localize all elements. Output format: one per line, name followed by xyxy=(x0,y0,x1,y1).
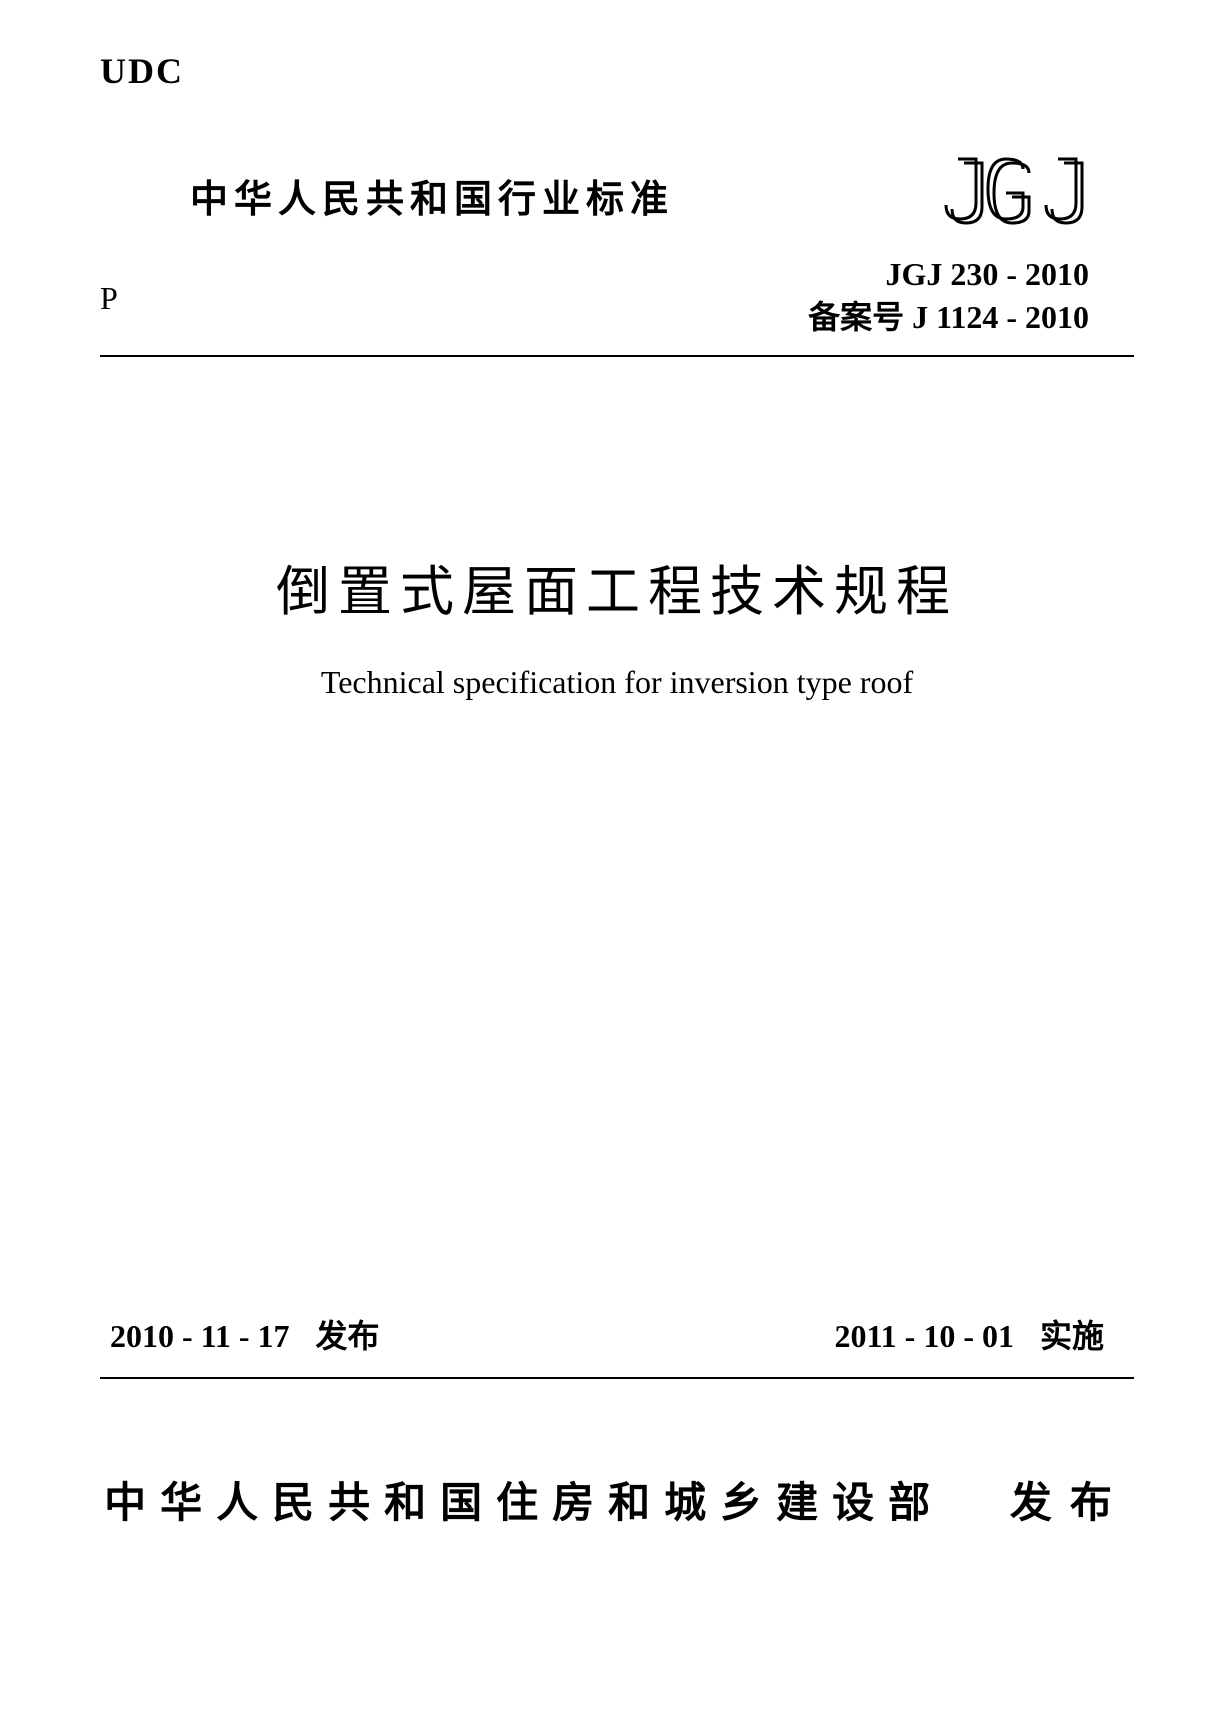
date-row: 2010 - 11 - 17 发布 2011 - 10 - 01 实施 xyxy=(100,1311,1134,1357)
header-row: 中华人民共和国行业标准 xyxy=(100,155,1134,235)
publisher-org: 中华人民共和国住房和城乡建设部 xyxy=(104,1479,944,1526)
sub-title-en: Technical specification for inversion ty… xyxy=(100,664,1134,701)
effective-label: 实施 xyxy=(1040,1318,1104,1354)
effective-date-block: 2011 - 10 - 01 实施 xyxy=(834,1311,1104,1357)
top-rule xyxy=(100,355,1134,357)
standard-code-1: JGJ 230 - 2010 xyxy=(100,253,1089,296)
publisher-action: 发布 xyxy=(1010,1479,1130,1526)
p-label: P xyxy=(100,280,118,317)
bottom-rule xyxy=(100,1377,1134,1379)
standard-code-block: JGJ 230 - 2010 备案号 J 1124 - 2010 xyxy=(100,253,1134,339)
effective-date: 2011 - 10 - 01 xyxy=(834,1318,1014,1354)
udc-label: UDC xyxy=(100,50,184,92)
document-page: UDC 中华人民共和国行业标准 JGJ 230 - 2010 备案号 J 112… xyxy=(0,0,1214,1719)
issue-date-block: 2010 - 11 - 17 发布 xyxy=(110,1311,380,1357)
issue-date: 2010 - 11 - 17 xyxy=(110,1318,290,1354)
main-title-zh: 倒置式屋面工程技术规程 xyxy=(100,547,1134,626)
standard-code-2: 备案号 J 1124 - 2010 xyxy=(100,296,1089,339)
standard-org-title: 中华人民共和国行业标准 xyxy=(190,168,674,223)
jgj-logo-icon xyxy=(934,155,1094,235)
publisher-line: 中华人民共和国住房和城乡建设部 发布 xyxy=(100,1469,1134,1530)
issue-label: 发布 xyxy=(316,1318,380,1354)
